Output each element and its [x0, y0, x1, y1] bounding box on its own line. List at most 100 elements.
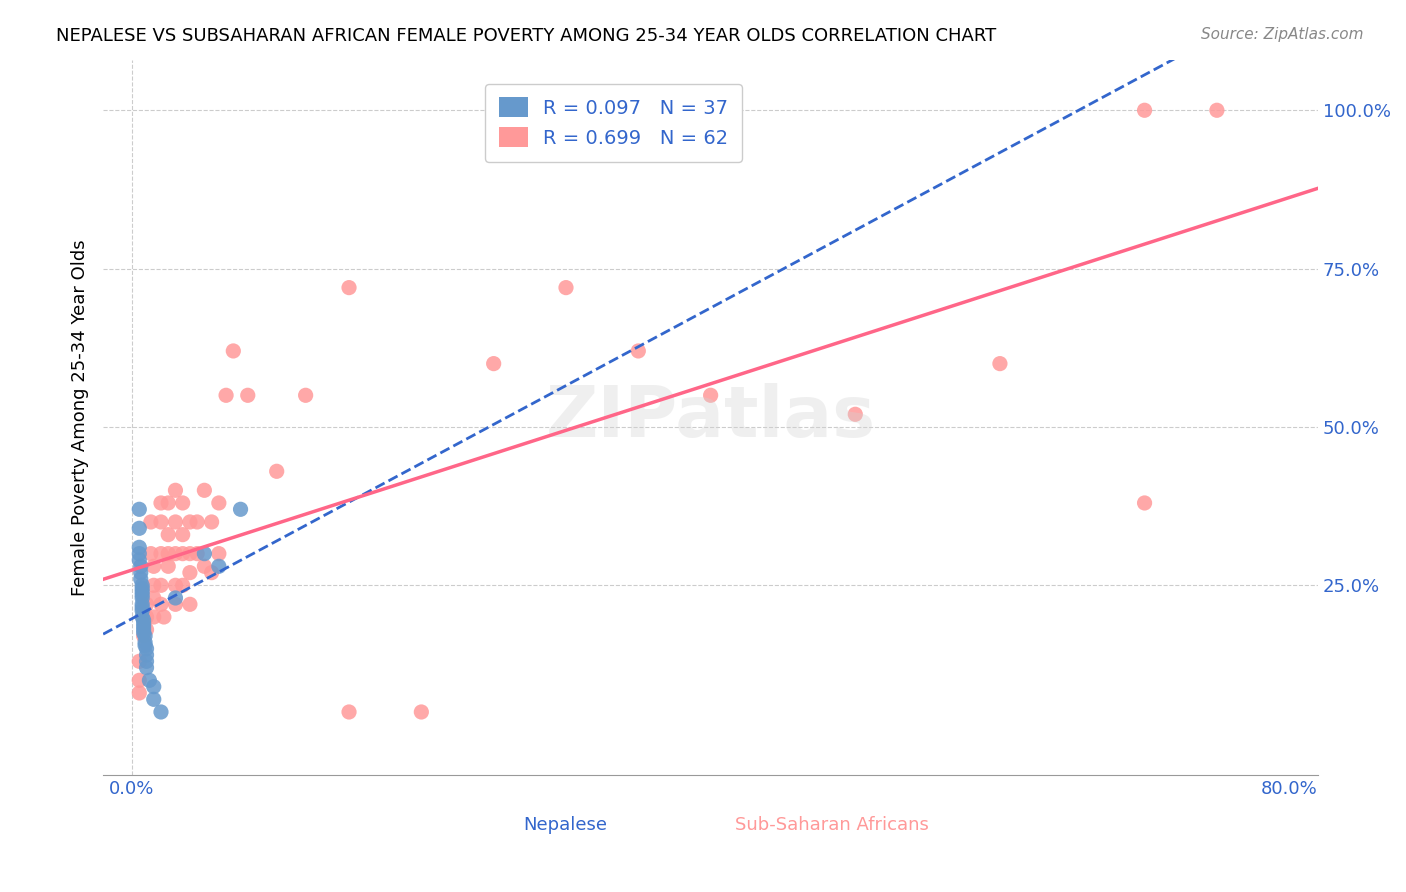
- Point: [132, 625, 155, 640]
- Point: [165, 591, 187, 605]
- Point: [157, 547, 180, 561]
- Point: [179, 547, 201, 561]
- Point: [149, 705, 172, 719]
- Point: [142, 692, 165, 706]
- Point: [165, 547, 187, 561]
- Point: [337, 705, 360, 719]
- Point: [172, 547, 194, 561]
- Point: [129, 572, 152, 586]
- Point: [139, 547, 162, 561]
- Text: Nepalese: Nepalese: [523, 816, 607, 834]
- Point: [131, 582, 153, 596]
- Point: [337, 280, 360, 294]
- Point: [215, 388, 238, 402]
- Point: [149, 515, 172, 529]
- Point: [165, 578, 187, 592]
- Point: [132, 610, 155, 624]
- Point: [131, 604, 153, 618]
- Point: [208, 547, 231, 561]
- Point: [172, 496, 194, 510]
- Point: [208, 559, 231, 574]
- Point: [193, 483, 215, 498]
- Point: [988, 357, 1011, 371]
- Point: [128, 553, 150, 567]
- Point: [222, 343, 245, 358]
- Point: [131, 578, 153, 592]
- Point: [132, 623, 155, 637]
- Point: [201, 515, 224, 529]
- Point: [132, 629, 155, 643]
- Point: [411, 705, 433, 719]
- Point: [128, 654, 150, 668]
- Point: [157, 559, 180, 574]
- Point: [165, 597, 187, 611]
- Point: [142, 610, 165, 624]
- Point: [157, 496, 180, 510]
- Point: [131, 600, 153, 615]
- Point: [165, 483, 187, 498]
- Point: [179, 566, 201, 580]
- Point: [699, 388, 721, 402]
- Point: [153, 610, 176, 624]
- Point: [135, 623, 157, 637]
- Point: [208, 496, 231, 510]
- Point: [844, 407, 866, 421]
- Point: [149, 578, 172, 592]
- Point: [142, 578, 165, 592]
- Point: [193, 547, 215, 561]
- Point: [132, 613, 155, 627]
- Legend: R = 0.097   N = 37, R = 0.699   N = 62: R = 0.097 N = 37, R = 0.699 N = 62: [485, 84, 742, 161]
- Point: [131, 584, 153, 599]
- Point: [172, 527, 194, 541]
- Point: [138, 673, 160, 688]
- Point: [186, 515, 208, 529]
- Text: Source: ZipAtlas.com: Source: ZipAtlas.com: [1201, 27, 1364, 42]
- Point: [131, 610, 153, 624]
- Text: NEPALESE VS SUBSAHARAN AFRICAN FEMALE POVERTY AMONG 25-34 YEAR OLDS CORRELATION : NEPALESE VS SUBSAHARAN AFRICAN FEMALE PO…: [56, 27, 997, 45]
- Point: [128, 521, 150, 535]
- Point: [132, 616, 155, 631]
- Point: [128, 541, 150, 555]
- Point: [132, 619, 155, 633]
- Point: [135, 641, 157, 656]
- Point: [179, 597, 201, 611]
- Point: [1133, 103, 1156, 118]
- Point: [179, 515, 201, 529]
- Point: [1205, 103, 1227, 118]
- Point: [172, 578, 194, 592]
- Point: [128, 673, 150, 688]
- Point: [201, 566, 224, 580]
- Y-axis label: Female Poverty Among 25-34 Year Olds: Female Poverty Among 25-34 Year Olds: [72, 239, 89, 596]
- Point: [134, 629, 156, 643]
- Point: [128, 686, 150, 700]
- Text: Sub-Saharan Africans: Sub-Saharan Africans: [735, 816, 929, 834]
- Point: [134, 639, 156, 653]
- Point: [149, 496, 172, 510]
- Point: [128, 547, 150, 561]
- Point: [131, 591, 153, 605]
- Point: [266, 464, 288, 478]
- Point: [135, 610, 157, 624]
- Point: [139, 515, 162, 529]
- Point: [129, 566, 152, 580]
- Point: [128, 502, 150, 516]
- Point: [142, 591, 165, 605]
- Text: ZIPatlas: ZIPatlas: [546, 383, 876, 452]
- Point: [157, 527, 180, 541]
- Point: [149, 597, 172, 611]
- Point: [135, 660, 157, 674]
- Point: [135, 648, 157, 662]
- Point: [482, 357, 505, 371]
- Point: [186, 547, 208, 561]
- Point: [129, 559, 152, 574]
- Point: [229, 502, 252, 516]
- Point: [149, 547, 172, 561]
- Point: [142, 559, 165, 574]
- Point: [627, 343, 650, 358]
- Point: [1133, 496, 1156, 510]
- Point: [131, 588, 153, 602]
- Point: [142, 680, 165, 694]
- Point: [193, 559, 215, 574]
- Point: [134, 635, 156, 649]
- Point: [555, 280, 578, 294]
